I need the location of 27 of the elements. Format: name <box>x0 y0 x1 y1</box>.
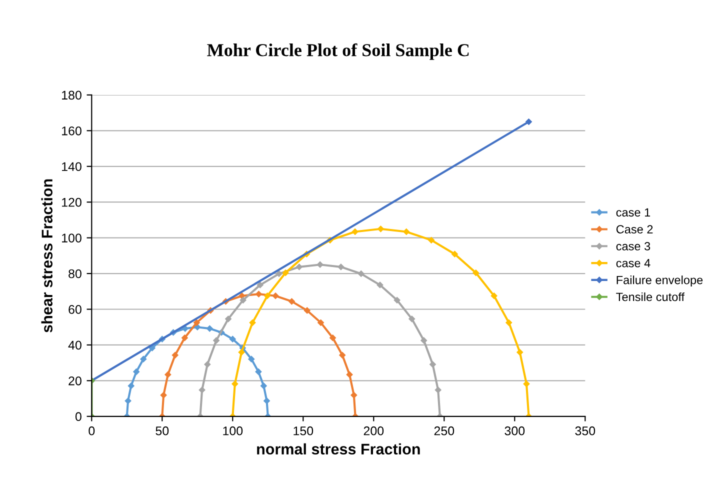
y-tick-label: 100 <box>62 234 82 242</box>
y-tick-label: 40 <box>68 340 82 350</box>
x-tick-label: 100 <box>223 426 243 436</box>
y-tick-label: 180 <box>62 90 82 100</box>
x-tick-label: 200 <box>364 426 384 436</box>
legend-label: Failure envelope <box>616 276 703 287</box>
x-tick-label: 0 <box>88 426 95 436</box>
x-tick-label: 150 <box>294 426 314 436</box>
x-tick-label: 350 <box>575 426 596 436</box>
y-tick-label: 20 <box>68 376 82 386</box>
y-tick-label: 160 <box>62 126 82 136</box>
legend-label: case 4 <box>616 259 650 268</box>
x-tick-label: 50 <box>156 426 169 436</box>
y-axis-title: shear stress Fraction <box>41 179 52 332</box>
x-axis-title: normal stress Fraction <box>257 443 420 455</box>
y-tick-label: 140 <box>62 162 82 172</box>
y-tick-label: 80 <box>68 269 82 278</box>
legend-label: case 3 <box>616 242 650 250</box>
y-tick-label: 60 <box>68 305 82 314</box>
legend-label: Case 2 <box>616 225 653 234</box>
x-tick-label: 300 <box>504 426 525 436</box>
x-tick-label: 250 <box>434 426 454 436</box>
legend-label: case 1 <box>616 208 650 217</box>
chart-title: Mohr Circle Plot of Soil Sample C <box>207 43 469 60</box>
y-tick-label: 0 <box>75 412 82 422</box>
legend-label: Tensile cutoff <box>616 292 685 302</box>
y-tick-label: 120 <box>62 198 82 207</box>
